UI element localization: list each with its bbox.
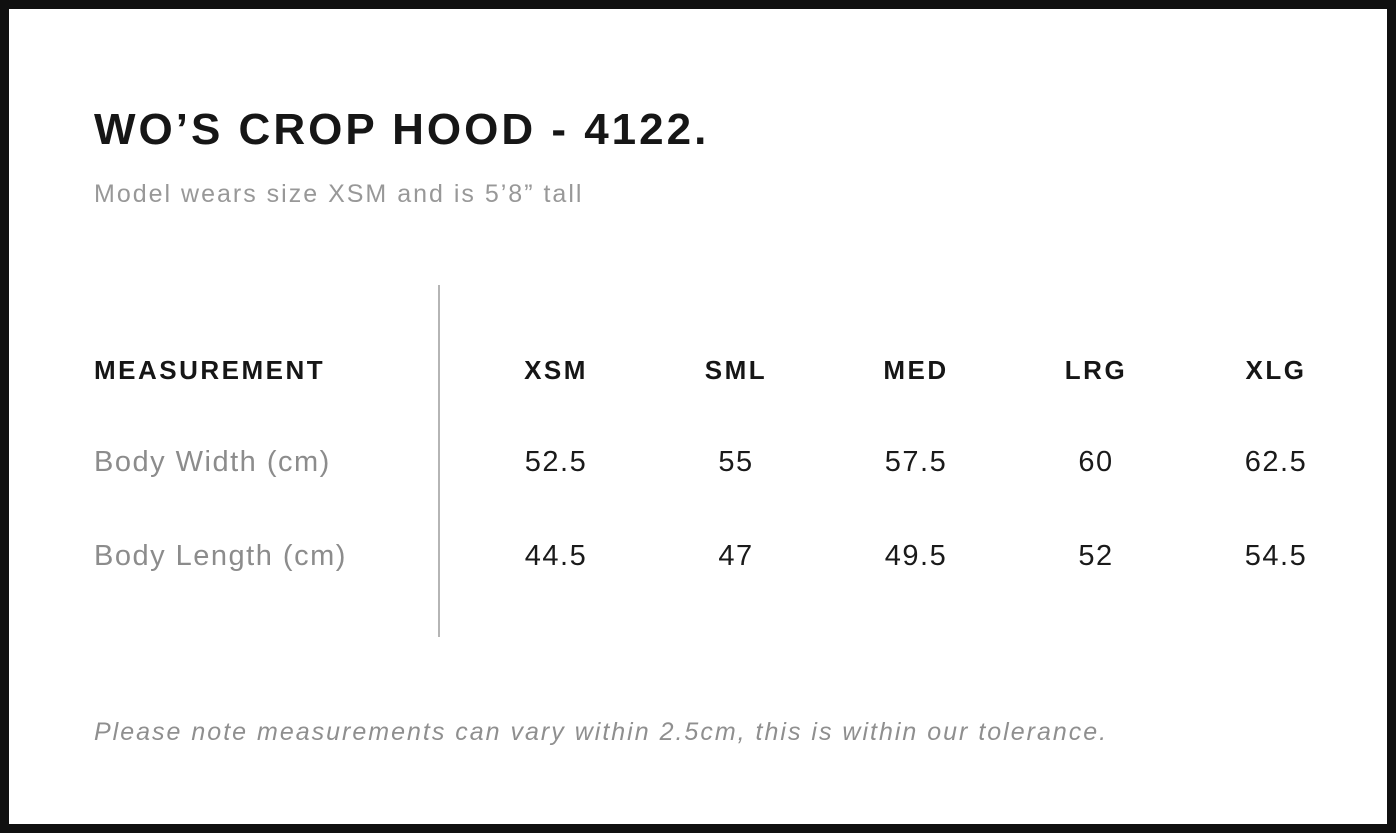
body-length-sml-value: 47: [718, 540, 754, 572]
row-label-body-length: Body Length (cm): [94, 540, 347, 572]
body-length-lrg-value: 52: [1078, 540, 1114, 572]
product-title: WO’S CROP HOOD - 4122.: [94, 105, 710, 154]
table-column-divider: [438, 285, 440, 637]
body-length-xsm-value: 44.5: [524, 540, 588, 572]
size-table-header-row: MEASUREMENT XSM SML MED LRG XLG: [0, 355, 1396, 387]
size-header-lrg: LRG: [1064, 355, 1128, 385]
size-header-med: MED: [883, 355, 949, 385]
body-length-value-cells: 44.5 47 49.5 52 54.5: [466, 540, 1366, 573]
size-header-cells: XSM SML MED LRG XLG: [466, 355, 1366, 386]
tolerance-note: Please note measurements can vary within…: [94, 718, 1109, 746]
body-width-value-cells: 52.5 55 57.5 60 62.5: [466, 446, 1366, 479]
size-header-xsm: XSM: [524, 355, 588, 385]
body-width-med-value: 57.5: [884, 446, 948, 478]
size-header-sml: SML: [704, 355, 768, 385]
body-length-xlg-value: 54.5: [1244, 540, 1308, 572]
measurement-column-header: MEASUREMENT: [94, 355, 326, 385]
body-width-lrg-value: 60: [1078, 446, 1114, 478]
body-width-xlg-value: 62.5: [1244, 446, 1308, 478]
size-header-xlg: XLG: [1245, 355, 1307, 385]
model-size-note: Model wears size XSM and is 5’8” tall: [94, 180, 584, 208]
body-length-med-value: 49.5: [884, 540, 948, 572]
body-width-sml-value: 55: [718, 446, 754, 478]
body-width-xsm-value: 52.5: [524, 446, 588, 478]
row-label-body-width: Body Width (cm): [94, 446, 331, 478]
table-row-body-length: Body Length (cm) 44.5 47 49.5 52 54.5: [0, 540, 1396, 572]
table-row-body-width: Body Width (cm) 52.5 55 57.5 60 62.5: [0, 446, 1396, 478]
